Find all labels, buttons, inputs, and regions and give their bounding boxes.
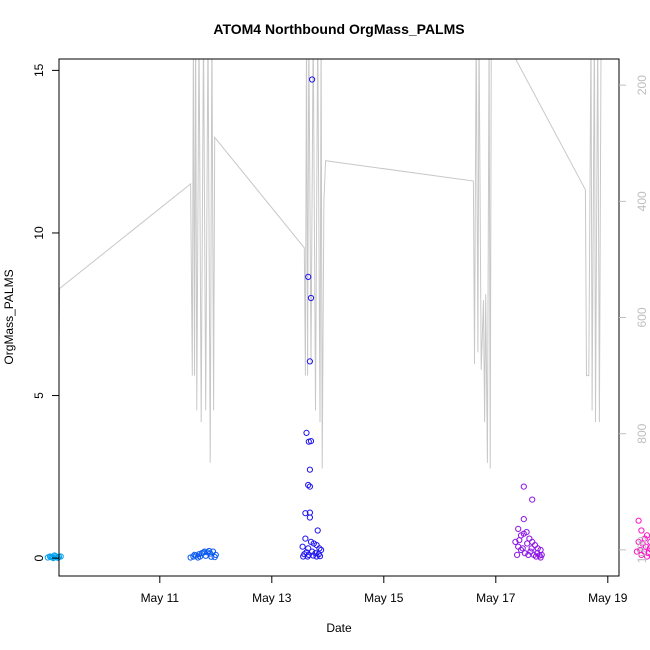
data-point-series-5 [633,548,641,555]
data-point-series-3 [305,273,312,280]
data-point-series-5 [645,550,650,557]
data-point-series-3 [306,514,313,521]
y-tick-label: 15 [32,63,46,77]
chart-title: ATOM4 Northbound OrgMass_PALMS [213,21,464,37]
data-point-series-3 [310,552,317,559]
y-tick-label: 10 [32,226,46,240]
data-point-series-3 [303,429,310,436]
data-point-series-4 [529,538,536,546]
y-tick-label: 0 [32,554,46,561]
data-point-series-3 [316,553,324,560]
data-point-series-3 [307,294,315,302]
x-tick-label: May 19 [588,591,628,605]
data-point-series-4 [521,550,529,557]
data-point-series-2 [211,554,218,561]
data-point-series-3 [302,535,309,542]
data-point-series-5 [641,535,648,542]
data-point-series-5 [647,538,650,545]
data-point-series-4 [526,535,533,542]
data-point-series-5 [635,538,642,546]
scatter-points-layer [44,76,650,562]
data-point-series-3 [300,553,307,560]
data-point-series-4 [517,546,525,554]
data-point-series-4 [515,525,522,533]
x-tick-label: May 15 [364,591,404,605]
data-point-series-2 [194,554,201,561]
data-point-series-4 [527,548,534,555]
data-point-series-2 [190,553,197,560]
y-axis-label: OrgMass_PALMS [2,269,16,364]
data-point-series-5 [638,551,645,559]
data-point-series-2 [201,548,208,555]
data-point-series-3 [305,545,312,552]
data-point-series-3 [304,553,311,560]
data-point-series-4 [514,551,521,559]
data-point-series-4 [512,538,519,546]
data-point-series-3 [313,553,320,560]
data-point-series-4 [520,516,527,523]
data-point-series-3 [299,543,306,550]
data-point-series-3 [305,481,312,489]
data-point-series-3 [305,551,312,559]
data-point-series-4 [519,545,526,552]
data-point-series-5 [635,517,642,524]
data-point-series-3 [316,545,323,552]
data-point-series-5 [638,527,645,534]
data-point-series-4 [533,553,540,560]
data-point-series-4 [516,537,523,544]
data-point-series-3 [306,358,313,365]
background-line-series [59,59,602,469]
data-point-series-3 [309,76,316,83]
x-axis-label: Date [326,621,352,635]
data-point-series-5 [648,547,650,553]
data-point-series-2 [206,547,213,555]
data-point-series-3 [306,466,313,473]
y2-tick-label: 200 [635,75,649,95]
data-point-series-3 [309,548,316,555]
data-point-series-1 [48,554,55,561]
x-tick-label: May 11 [141,591,180,605]
data-point-series-4 [528,545,535,552]
data-point-series-2 [200,549,207,556]
data-point-series-3 [306,483,313,490]
background-line-layer [59,59,602,469]
data-point-series-4 [534,550,541,557]
y2-tick-label: 800 [635,423,649,443]
data-point-series-3 [318,546,325,554]
axes-layer: May 11 May 13 May 15 May 17 May 19 0 5 10 15 200 4… [32,58,649,605]
y2-tick-label: 600 [635,307,649,327]
data-point-series-5 [639,540,646,547]
data-point-series-4 [537,554,544,561]
data-point-series-2 [208,553,215,560]
data-point-series-4 [529,496,536,503]
data-point-series-1 [52,553,59,560]
data-point-series-4 [520,483,527,490]
y2-tick-label: 400 [635,191,649,211]
y-tick-label: 5 [32,392,46,399]
data-point-series-3 [307,438,315,445]
x-tick-label: May 17 [476,591,516,605]
data-point-series-3 [302,510,309,517]
data-point-series-3 [314,527,321,534]
y2-tick-label: 1000 [635,536,649,563]
data-point-series-4 [523,529,530,536]
data-point-series-4 [524,540,531,547]
x-tick-label: May 13 [252,591,292,605]
